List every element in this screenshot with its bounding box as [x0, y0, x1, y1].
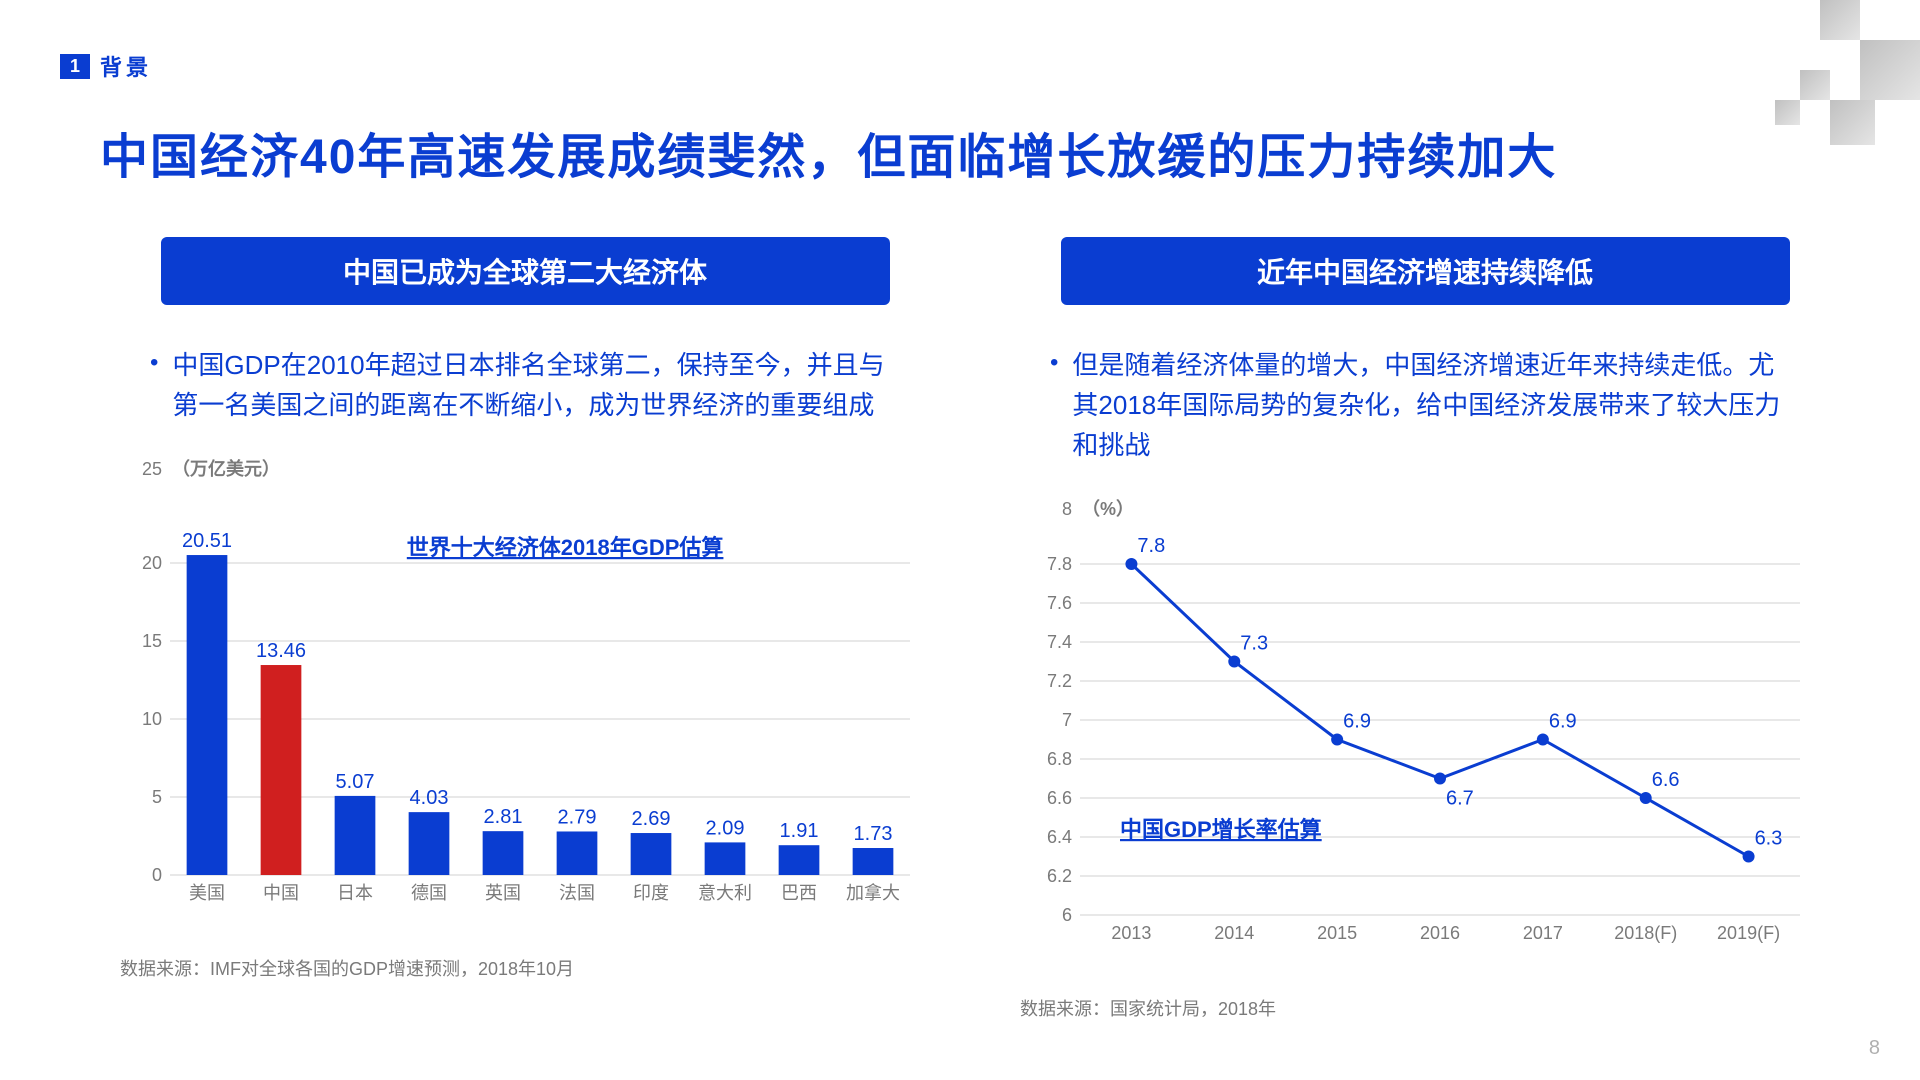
svg-text:印度: 印度 [633, 883, 669, 903]
right-source: 数据来源：国家统计局，2018年 [1020, 995, 1830, 1021]
left-bullet: • 中国GDP在2010年超过日本排名全球第二，保持至今，并且与第一名美国之间的… [120, 345, 930, 425]
svg-text:7.8: 7.8 [1047, 554, 1072, 574]
right-bullet-text: 但是随着经济体量的增大，中国经济增速近年来持续走低。尤其2018年国际局势的复杂… [1072, 345, 1800, 465]
svg-text:1.91: 1.91 [780, 820, 819, 842]
svg-text:7.4: 7.4 [1047, 632, 1072, 652]
svg-text:6.9: 6.9 [1343, 711, 1371, 733]
svg-text:中国GDP增长率估算: 中国GDP增长率估算 [1120, 817, 1322, 842]
svg-text:20.51: 20.51 [182, 530, 232, 552]
section-label: 背景 [100, 50, 152, 82]
svg-text:（%）: （%） [1082, 499, 1134, 519]
svg-text:加拿大: 加拿大 [846, 882, 900, 903]
left-bullet-text: 中国GDP在2010年超过日本排名全球第二，保持至今，并且与第一名美国之间的距离… [172, 345, 900, 425]
bar-chart-svg: 0 5 10 15 20 25 （万亿美元） 20.51 美国 13.46 中国 5.07 日本 4.03… [120, 455, 920, 915]
svg-text:世界十大经济体2018年GDP估算: 世界十大经济体2018年GDP估算 [407, 535, 724, 560]
svg-text:4.03: 4.03 [410, 787, 449, 809]
svg-text:2019(F): 2019(F) [1717, 923, 1780, 943]
svg-text:7: 7 [1062, 710, 1072, 730]
svg-text:2015: 2015 [1317, 923, 1357, 943]
svg-text:2017: 2017 [1523, 923, 1563, 943]
svg-text:2.81: 2.81 [484, 806, 523, 828]
svg-text:7.8: 7.8 [1137, 535, 1165, 557]
svg-text:2018(F): 2018(F) [1614, 923, 1677, 943]
svg-text:7.3: 7.3 [1240, 633, 1268, 655]
svg-text:中国: 中国 [263, 883, 299, 903]
svg-text:6.9: 6.9 [1549, 711, 1577, 733]
svg-text:6: 6 [1062, 905, 1072, 925]
svg-text:英国: 英国 [485, 883, 521, 903]
section-number: 1 [60, 54, 90, 79]
svg-text:20: 20 [142, 553, 162, 573]
svg-text:德国: 德国 [411, 883, 447, 903]
svg-text:2.09: 2.09 [706, 817, 745, 839]
left-chart: 0 5 10 15 20 25 （万亿美元） 20.51 美国 13.46 中国 5.07 日本 4.03… [120, 455, 930, 935]
left-banner: 中国已成为全球第二大经济体 [161, 237, 890, 305]
line-chart-svg: 66.26.46.66.877.27.47.67.88（%）7.820137.3… [1020, 495, 1820, 955]
right-chart: 66.26.46.66.877.27.47.67.88（%）7.820137.3… [1020, 495, 1830, 975]
svg-text:1.73: 1.73 [854, 823, 893, 845]
svg-text:13.46: 13.46 [256, 640, 306, 662]
svg-text:10: 10 [142, 709, 162, 729]
page-title: 中国经济40年高速发展成绩斐然，但面临增长放缓的压力持续加大 [100, 117, 1830, 187]
columns: 中国已成为全球第二大经济体 • 中国GDP在2010年超过日本排名全球第二，保持… [120, 237, 1830, 1021]
svg-text:6.6: 6.6 [1652, 769, 1680, 791]
left-source: 数据来源：IMF对全球各国的GDP增速预测，2018年10月 [120, 955, 930, 981]
svg-text:6.6: 6.6 [1047, 788, 1072, 808]
svg-text:6.2: 6.2 [1047, 866, 1072, 886]
bullet-dot-icon: • [150, 345, 158, 425]
svg-text:7.2: 7.2 [1047, 671, 1072, 691]
right-bullet: • 但是随着经济体量的增大，中国经济增速近年来持续走低。尤其2018年国际局势的… [1020, 345, 1830, 465]
svg-text:8: 8 [1062, 499, 1072, 519]
svg-text:（万亿美元）: （万亿美元） [172, 458, 280, 479]
page-number: 8 [1869, 1037, 1880, 1060]
svg-text:日本: 日本 [337, 883, 373, 903]
svg-text:6.4: 6.4 [1047, 827, 1072, 847]
svg-text:美国: 美国 [189, 883, 225, 903]
svg-text:巴西: 巴西 [781, 883, 817, 903]
corner-decoration [1660, 0, 1920, 180]
left-column: 中国已成为全球第二大经济体 • 中国GDP在2010年超过日本排名全球第二，保持… [120, 237, 930, 1021]
svg-text:25: 25 [142, 459, 162, 479]
svg-text:15: 15 [142, 631, 162, 651]
svg-text:0: 0 [152, 865, 162, 885]
svg-text:意大利: 意大利 [698, 883, 752, 903]
svg-text:5.07: 5.07 [336, 771, 375, 793]
svg-text:2.79: 2.79 [558, 806, 597, 828]
svg-text:6.3: 6.3 [1755, 828, 1783, 850]
svg-text:7.6: 7.6 [1047, 593, 1072, 613]
svg-text:6.8: 6.8 [1047, 749, 1072, 769]
right-column: 近年中国经济增速持续降低 • 但是随着经济体量的增大，中国经济增速近年来持续走低… [1020, 237, 1830, 1021]
bullet-dot-icon: • [1050, 345, 1058, 465]
svg-text:5: 5 [152, 787, 162, 807]
svg-text:法国: 法国 [559, 883, 595, 903]
right-banner: 近年中国经济增速持续降低 [1061, 237, 1790, 305]
svg-text:2014: 2014 [1214, 923, 1254, 943]
slide: 1 背景 中国经济40年高速发展成绩斐然，但面临增长放缓的压力持续加大 中国已成… [0, 0, 1920, 1080]
svg-text:6.7: 6.7 [1446, 788, 1474, 810]
svg-text:2013: 2013 [1111, 923, 1151, 943]
section-marker: 1 背景 [60, 50, 1830, 82]
svg-text:2016: 2016 [1420, 923, 1460, 943]
svg-text:2.69: 2.69 [632, 808, 671, 830]
